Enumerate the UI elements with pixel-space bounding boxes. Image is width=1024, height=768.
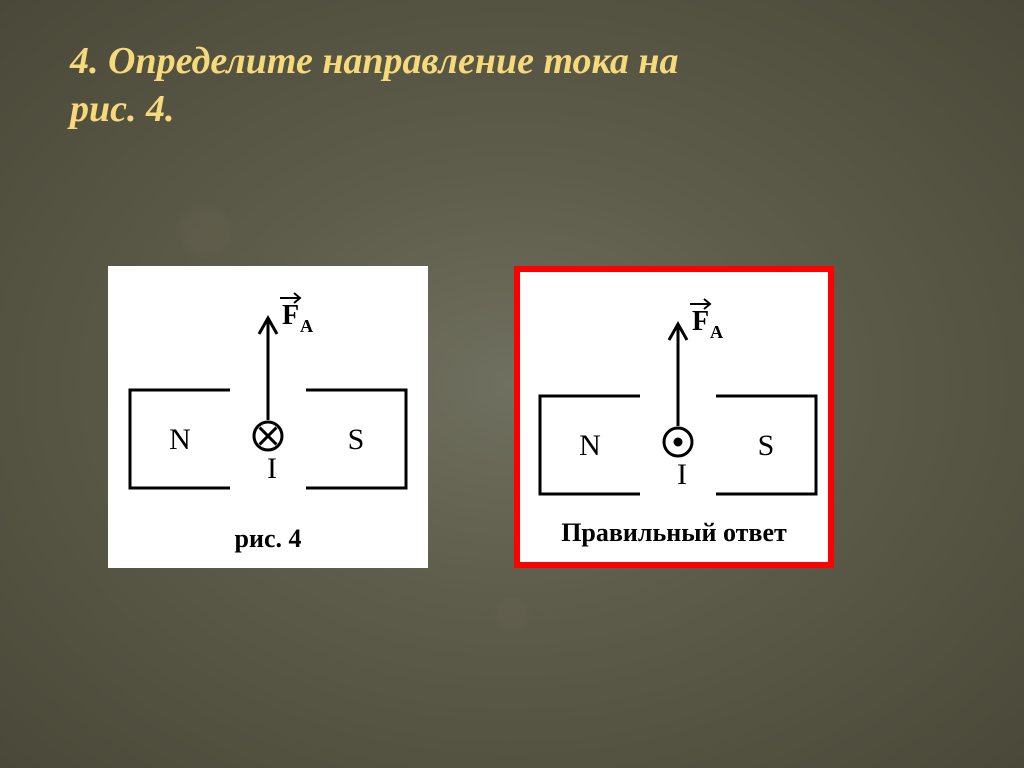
svg-text:S: S xyxy=(348,423,365,456)
title-line-1: 4. Определите направление тока на xyxy=(70,40,678,82)
svg-text:I: I xyxy=(267,452,277,485)
caption-right: Правильный ответ xyxy=(520,518,828,548)
svg-text:N: N xyxy=(169,423,191,456)
svg-text:N: N xyxy=(579,429,601,462)
question-title: 4. Определите направление тока на рис. 4… xyxy=(70,38,954,133)
diagrams-row: NSIFA рис. 4 NSIFA Правильный ответ xyxy=(108,266,834,568)
diagram-svg-right: N S I FA xyxy=(528,284,828,524)
title-line-2: рис. 4. xyxy=(70,88,175,130)
diagram-panel-question: N S I FA рис. 4 xyxy=(108,266,428,568)
svg-text:A: A xyxy=(300,316,313,336)
diagram-svg-left: N S I FA xyxy=(118,278,418,518)
svg-text:I: I xyxy=(677,458,687,491)
svg-text:S: S xyxy=(758,429,775,462)
diagram-panel-answer: N S I FA Правильный ответ xyxy=(514,266,834,568)
svg-text:F: F xyxy=(692,306,709,337)
svg-text:A: A xyxy=(710,322,723,342)
caption-left: рис. 4 xyxy=(108,524,428,554)
slide: 4. Определите направление тока на рис. 4… xyxy=(0,0,1024,768)
svg-text:F: F xyxy=(282,300,299,331)
